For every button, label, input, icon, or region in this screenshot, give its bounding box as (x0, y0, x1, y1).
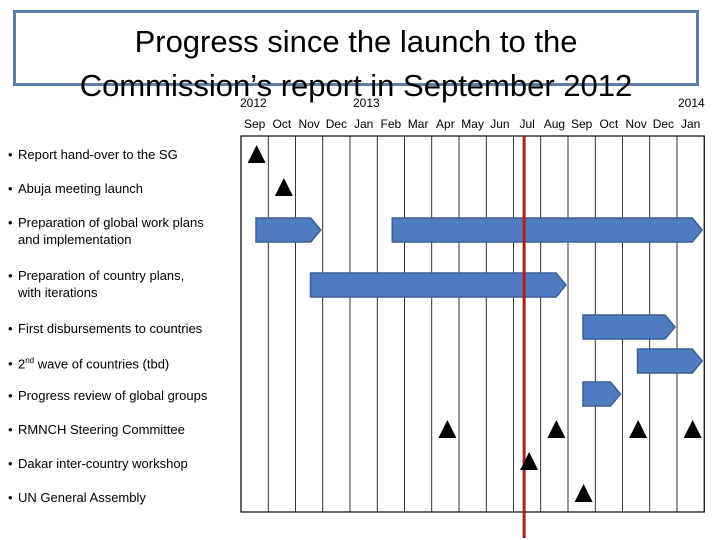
task-label-steering-committee: • RMNCH Steering Committee (8, 422, 185, 437)
task-label-progress-review: • Progress review of global groups (8, 388, 208, 403)
year-label-2013: 2013 (353, 96, 380, 110)
task-label-abuja-launch: • Abuja meeting launch (8, 181, 144, 196)
month-label: Aug (543, 117, 566, 131)
month-label: Feb (380, 117, 402, 131)
milestone-triangle (438, 420, 457, 438)
gantt-bar (309, 272, 567, 298)
year-label-2012: 2012 (240, 96, 267, 110)
milestone-triangle (629, 420, 648, 438)
milestone-triangle (274, 178, 293, 196)
grid-frame (240, 135, 705, 513)
page-title-line-1: Progress since the launch to the (134, 24, 578, 59)
month-label: May (461, 117, 484, 131)
gantt-bar (582, 381, 622, 407)
gantt-bar (391, 217, 704, 243)
milestone-triangle (547, 420, 566, 438)
month-label: Sep (243, 117, 266, 131)
title-box: Progress since the launch to the Commiss… (13, 10, 699, 103)
task-label-second-wave: • 2nd wave of countries (tbd) (8, 356, 170, 372)
month-label: Dec (652, 117, 675, 131)
month-label: Jan (680, 117, 701, 131)
task-label-un-general-assembly: • UN General Assembly (8, 490, 146, 505)
month-label: Nov (298, 117, 320, 131)
month-label: Jan (353, 117, 374, 131)
task-label-global-work-plans: • Preparation of global work plans and im… (8, 215, 204, 247)
gantt-bar (582, 314, 676, 340)
month-label: Dec (325, 117, 348, 131)
year-label-2014: 2014 (678, 96, 705, 110)
month-label: Nov (625, 117, 647, 131)
task-label-first-disbursements: • First disbursements to countries (8, 321, 203, 336)
month-label: Apr (436, 117, 455, 131)
page-title-line-2: Commission’s report in September 2012 (79, 68, 633, 103)
gantt-bar (255, 217, 322, 243)
month-label: Oct (272, 117, 292, 131)
milestone-triangle (574, 484, 593, 502)
milestone-triangle (520, 452, 539, 470)
month-label: Oct (599, 117, 619, 131)
month-label: Jul (519, 117, 535, 131)
task-label-dakar-workshop: • Dakar inter-country workshop (8, 456, 188, 471)
milestone-triangle (247, 145, 266, 163)
task-label-country-plans: • Preparation of country plans, with iter… (8, 268, 185, 300)
month-label: Sep (570, 117, 593, 131)
month-label: Mar (407, 117, 429, 131)
milestone-triangle (683, 420, 702, 438)
task-label-report-handover: • Report hand-over to the SG (8, 147, 178, 162)
month-label: Jun (490, 117, 510, 131)
gantt-bar (636, 348, 704, 374)
